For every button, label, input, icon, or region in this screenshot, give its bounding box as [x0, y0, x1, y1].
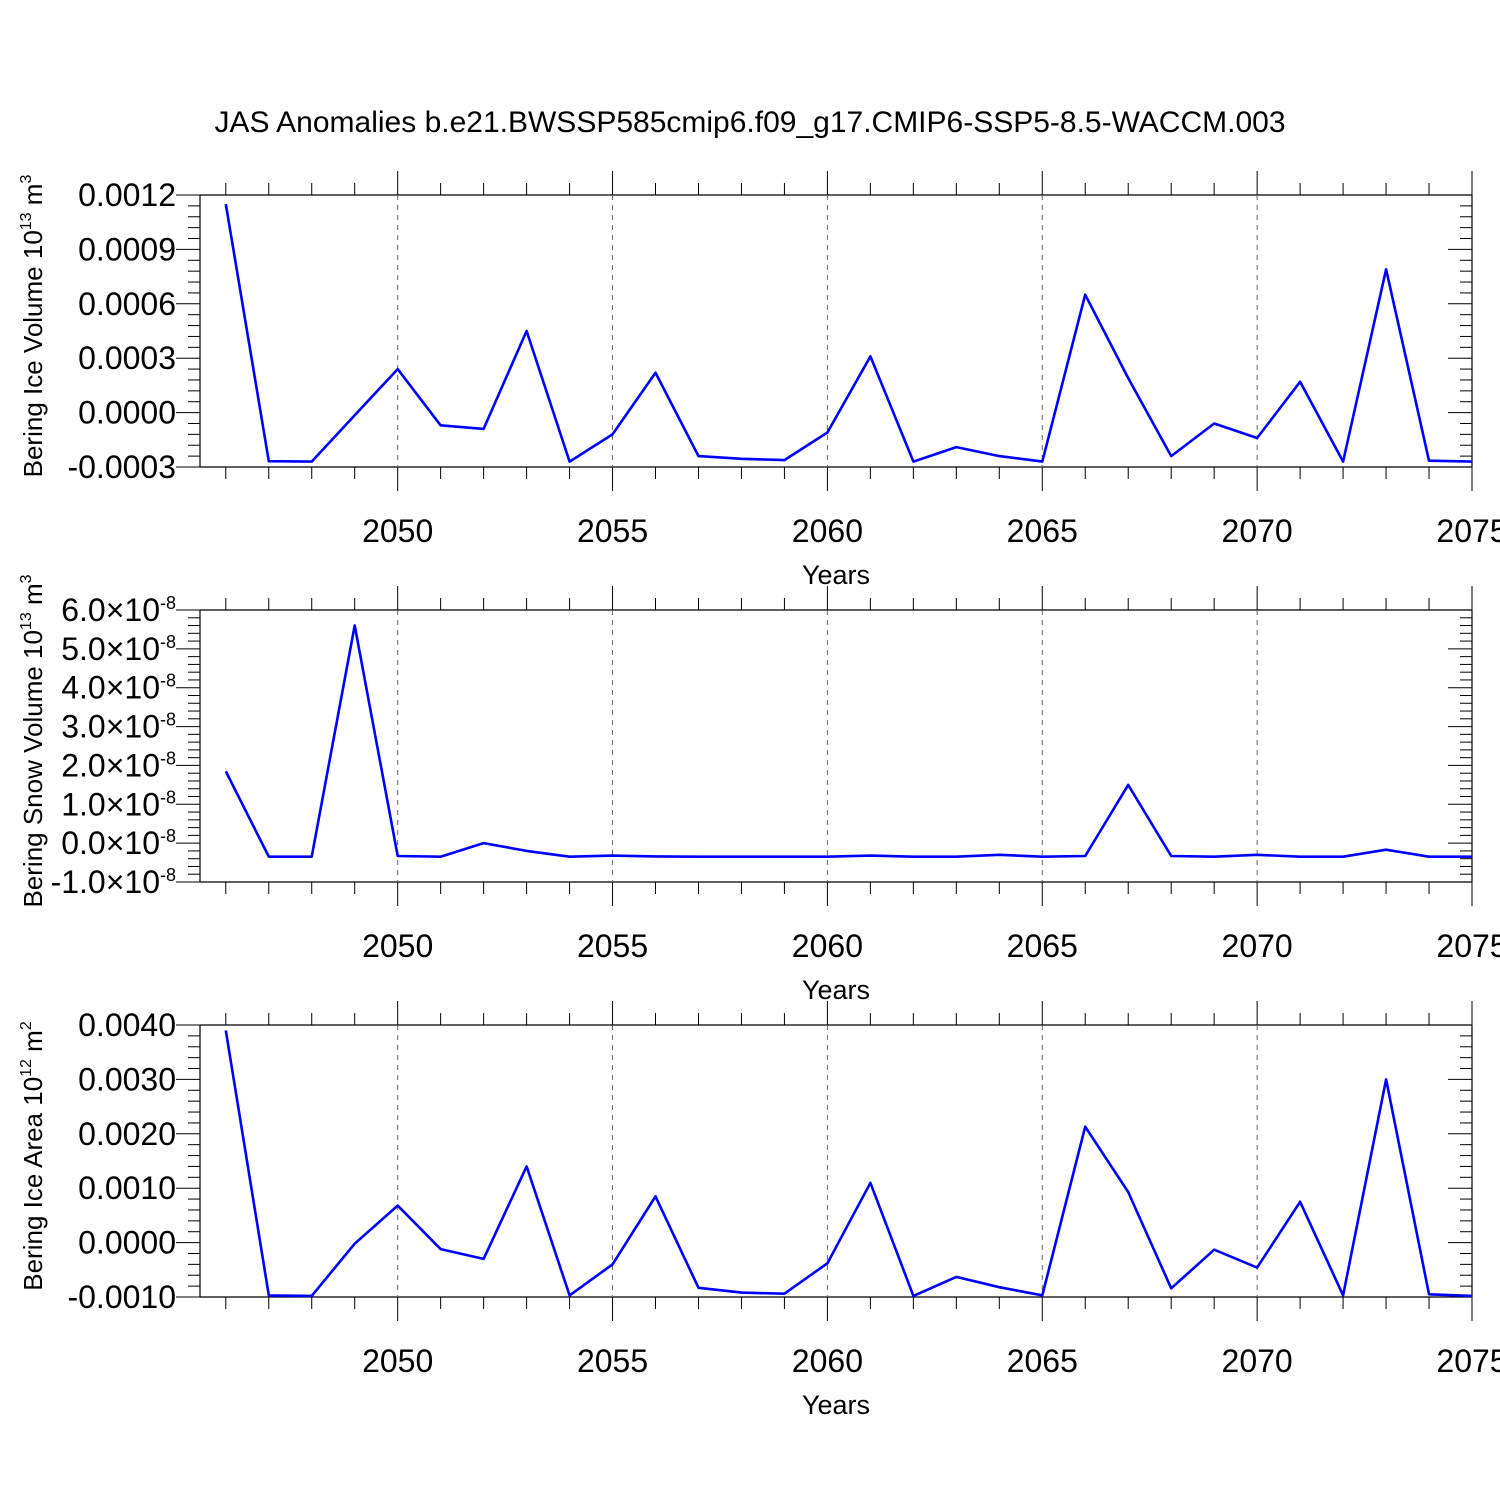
- y-tick-label: 4.0×10-8: [61, 670, 176, 706]
- x-tick-label: 2050: [362, 928, 433, 964]
- y-tick-label: 0.0010: [78, 1170, 176, 1206]
- chart-panels: 2050 2055 2060 2065 2070 2075 Years -0.0003 0.00…: [18, 171, 1500, 1420]
- x-tick-label: 2065: [1007, 1343, 1078, 1379]
- series-line-snow-volume: [224, 624, 1472, 859]
- y-tick-label: 0.0030: [78, 1061, 176, 1097]
- y-tick-label: 0.0×10-8: [61, 825, 176, 861]
- x-tick-label: 2075: [1436, 513, 1500, 549]
- x-tick-label: 2050: [362, 1343, 433, 1379]
- x-tick-label: 2070: [1222, 928, 1293, 964]
- y-tick-label: 0.0003: [78, 340, 176, 376]
- x-tick-label: 2065: [1007, 928, 1078, 964]
- y-tick-label: 0.0000: [78, 395, 176, 431]
- y-axis-label: Bering Ice Area 1012 m2: [18, 1021, 48, 1291]
- y-tick-label: 6.0×10-8: [61, 592, 176, 628]
- y-tick-label: 3.0×10-8: [61, 709, 176, 745]
- panel-snow-volume: 2050 2055 2060 2065 2070 2075 Years -1.0×10-80.…: [18, 574, 1500, 1005]
- y-axis-label: Bering Snow Volume 1013 m3: [18, 574, 48, 907]
- x-tick-label: 2060: [792, 928, 863, 964]
- y-tick-label: -0.0010: [67, 1279, 176, 1315]
- series-line-ice-area: [224, 1030, 1473, 1298]
- chart-title: JAS Anomalies b.e21.BWSSP585cmip6.f09_g1…: [214, 106, 1285, 139]
- y-tick-label: 0.0009: [78, 231, 176, 267]
- x-tick-label: 2070: [1222, 1343, 1293, 1379]
- y-tick-label: 0.0000: [78, 1225, 176, 1261]
- x-axis-label: Years: [802, 975, 870, 1005]
- x-tick-label: 2075: [1436, 1343, 1500, 1379]
- x-tick-label: 2055: [577, 513, 648, 549]
- series-line-ice-volume: [224, 203, 1473, 463]
- x-tick-label: 2075: [1436, 928, 1500, 964]
- y-tick-label: 0.0040: [78, 1007, 176, 1043]
- y-axis-label: Bering Ice Volume 1013 m3: [18, 175, 48, 478]
- panel-ice-area: 2050 2055 2060 2065 2070 2075 Years -0.0010 0.00…: [18, 1001, 1500, 1420]
- y-tick-label: -1.0×10-8: [51, 864, 176, 900]
- y-tick-label: 1.0×10-8: [61, 786, 176, 822]
- x-axis-label: Years: [802, 1390, 870, 1420]
- x-axis-label: Years: [802, 560, 870, 590]
- x-tick-label: 2070: [1222, 513, 1293, 549]
- x-tick-label: 2050: [362, 513, 433, 549]
- x-tick-label: 2055: [577, 928, 648, 964]
- x-tick-label: 2060: [792, 513, 863, 549]
- y-tick-label: 0.0012: [78, 177, 176, 213]
- y-tick-label: 0.0006: [78, 286, 176, 322]
- x-tick-label: 2065: [1007, 513, 1078, 549]
- y-tick-label: 0.0020: [78, 1116, 176, 1152]
- x-tick-label: 2055: [577, 1343, 648, 1379]
- panel-ice-volume: 2050 2055 2060 2065 2070 2075 Years -0.0003 0.00…: [18, 171, 1500, 590]
- y-tick-label: 2.0×10-8: [61, 747, 176, 783]
- y-tick-label: 5.0×10-8: [61, 631, 176, 667]
- y-tick-label: -0.0003: [67, 449, 176, 485]
- x-tick-label: 2060: [792, 1343, 863, 1379]
